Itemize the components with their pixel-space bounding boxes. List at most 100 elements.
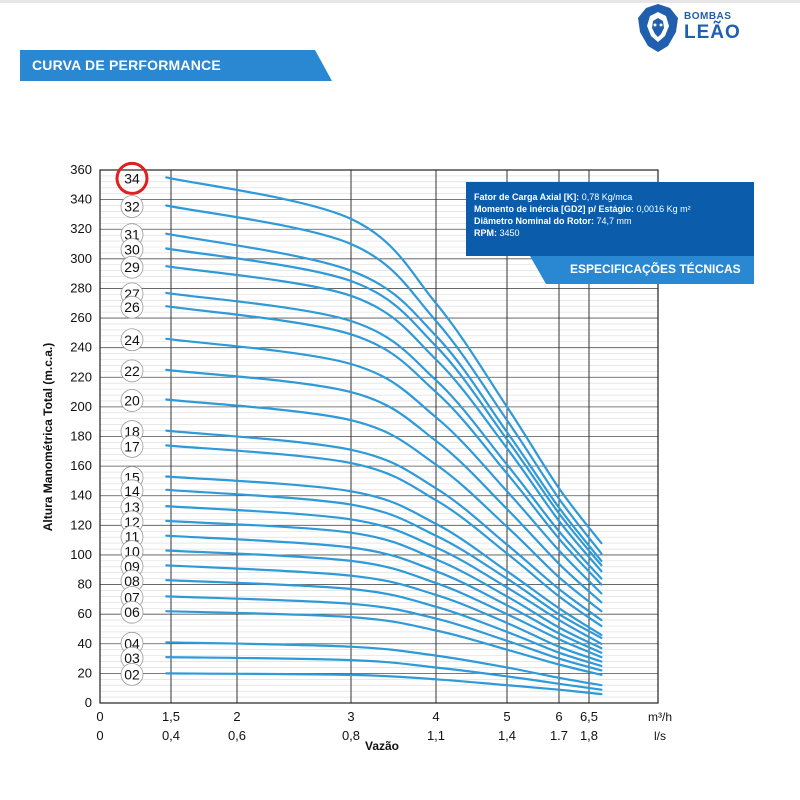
brand-logo: BOMBAS LEÃO <box>636 2 766 54</box>
stage-curve-10 <box>165 549 603 659</box>
x-tick-label: 4 <box>432 709 439 724</box>
stage-label: 20 <box>124 392 140 408</box>
stage-label-circle <box>120 295 144 319</box>
y-tick-label: 120 <box>70 517 92 532</box>
stage-curve-07 <box>165 595 603 672</box>
stage-curve-17 <box>165 444 603 628</box>
y-tick-label: 0 <box>85 695 92 710</box>
stage-curve-09 <box>165 564 603 663</box>
y-axis-label: Altura Manométrica Total (m.c.a.) <box>41 343 55 531</box>
stage-label-circle <box>120 600 144 624</box>
stage-label: 18 <box>124 424 140 440</box>
stage-curve-13 <box>165 505 603 645</box>
stage-label: 29 <box>124 259 140 275</box>
y-tick-label: 100 <box>70 547 92 562</box>
spec-row: Diâmetro Nominal do Rotor: 74,7 mm <box>474 216 632 226</box>
brand-line2: LEÃO <box>684 22 741 43</box>
x-tick-label: 1,5 <box>162 709 180 724</box>
stage-curve-26 <box>165 305 603 586</box>
stage-curve-03 <box>165 656 603 691</box>
stage-label-circle <box>120 359 144 383</box>
stage-curve-14 <box>165 488 603 639</box>
stage-curve-22 <box>165 368 603 604</box>
stage-label: 26 <box>124 299 140 315</box>
stage-label-circle <box>120 389 144 412</box>
brand-line1: BOMBAS <box>684 11 732 22</box>
stage-label: 14 <box>124 483 140 499</box>
stage-curve-18 <box>165 429 603 622</box>
y-tick-label: 20 <box>78 665 92 680</box>
plot-frame <box>99 169 659 704</box>
stage-curve-27 <box>165 291 603 580</box>
stage-curve-31 <box>165 232 603 562</box>
stage-label: 03 <box>124 650 140 666</box>
stage-curve-32 <box>165 204 603 555</box>
stage-label: 24 <box>124 332 140 348</box>
stage-curve-02 <box>165 672 603 696</box>
spec-row: Momento de inércia [GD2] p/ Estágio: 0,0… <box>474 204 691 214</box>
stage-label-circle <box>120 662 144 686</box>
x-tick-label-secondary: 1,8 <box>580 728 598 743</box>
stage-curve-15 <box>165 475 603 636</box>
stage-label: 32 <box>124 199 140 215</box>
stage-label: 09 <box>124 558 140 574</box>
stage-curve-04 <box>165 641 603 687</box>
stage-curve-20 <box>165 398 603 613</box>
stage-label: 02 <box>124 666 140 682</box>
x-tick-label-secondary: 0,4 <box>162 728 180 743</box>
stage-label: 13 <box>124 499 140 515</box>
y-tick-label: 320 <box>70 221 92 236</box>
stage-label: 30 <box>124 241 140 257</box>
spec-title: ESPECIFICAÇÕES TÉCNICAS <box>570 262 741 276</box>
stage-label-circle <box>120 195 144 218</box>
stage-curve-06 <box>165 610 603 676</box>
highlight-circle <box>115 161 149 195</box>
lion-icon <box>638 4 678 52</box>
y-tick-label: 180 <box>70 429 92 444</box>
stage-label: 17 <box>124 438 140 454</box>
stage-curve-30 <box>165 247 603 567</box>
x-tick-label: 3 <box>347 709 354 724</box>
x-tick-label-secondary: 0 <box>96 728 103 743</box>
spec-row: RPM: 3450 <box>474 228 520 238</box>
y-tick-label: 300 <box>70 251 92 266</box>
spec-box: Fator de Carga Axial [K]: 0,78 Kg/mca Mo… <box>466 182 754 256</box>
stage-label-circle <box>120 328 144 352</box>
x-tick-label: 5 <box>503 709 510 724</box>
stage-label: 06 <box>124 604 140 620</box>
stage-label: 08 <box>124 573 140 589</box>
stage-labels: 3432313029272624222018171514131211100908… <box>115 161 149 686</box>
stage-label: 04 <box>124 635 140 651</box>
stage-label-circle <box>120 434 144 458</box>
spec-row: Fator de Carga Axial [K]: 0,78 Kg/mca <box>474 192 633 202</box>
x-unit-primary: m³/h <box>648 710 672 724</box>
x-tick-label: 2 <box>233 709 240 724</box>
x-tick-label: 0 <box>96 709 103 724</box>
stage-label: 12 <box>124 514 140 530</box>
y-tick-label: 240 <box>70 340 92 355</box>
x-tick-label-secondary: 0,8 <box>342 728 360 743</box>
y-tick-label: 340 <box>70 192 92 207</box>
y-tick-label: 160 <box>70 458 92 473</box>
y-tick-label: 220 <box>70 369 92 384</box>
y-tick-label: 40 <box>78 636 92 651</box>
stage-label: 10 <box>124 544 140 560</box>
stage-label: 34 <box>124 170 140 186</box>
x-tick-label-secondary: 0,6 <box>228 728 246 743</box>
x-axis-label: Vazão <box>365 739 399 753</box>
y-tick-label: 60 <box>78 606 92 621</box>
x-tick-label-secondary: 1,4 <box>498 728 516 743</box>
x-tick-label-secondary: 1,1 <box>427 728 445 743</box>
stage-label: 22 <box>124 363 140 379</box>
y-tick-label: 360 <box>70 162 92 177</box>
chart-curves <box>165 176 603 696</box>
stage-label: 31 <box>124 227 140 243</box>
top-rule <box>0 0 800 3</box>
x-unit-secondary: l/s <box>654 729 666 743</box>
chart-axes: 0204060801001201401601802002202402602803… <box>41 162 672 753</box>
stage-curve-24 <box>165 337 603 595</box>
y-tick-label: 140 <box>70 488 92 503</box>
y-tick-label: 260 <box>70 310 92 325</box>
x-tick-label: 6 <box>555 709 562 724</box>
